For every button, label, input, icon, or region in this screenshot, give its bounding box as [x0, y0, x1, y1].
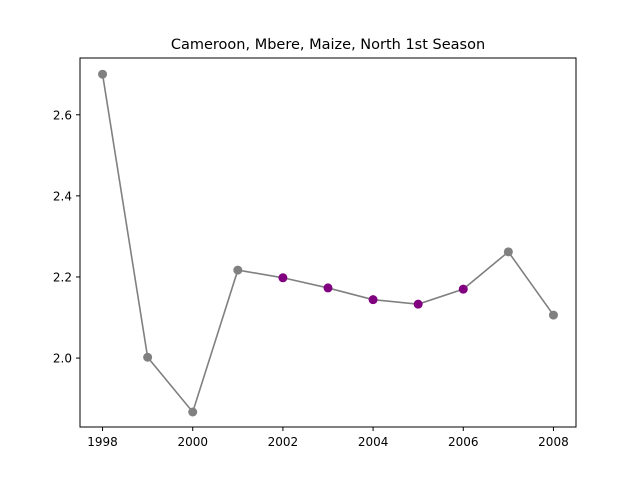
plot-area-frame [79, 57, 577, 428]
x-tick-label: 2004 [358, 435, 389, 449]
highlighted-data-point [278, 273, 288, 283]
highlighted-data-point [368, 295, 378, 305]
chart-title: Cameroon, Mbere, Maize, North 1st Season [171, 37, 485, 53]
data-point [143, 352, 153, 362]
x-tick-label: 2000 [177, 435, 208, 449]
y-tick-label: 2.0 [53, 352, 72, 366]
x-tick-label: 2006 [448, 435, 479, 449]
y-tick-label: 2.2 [53, 270, 72, 284]
data-point [98, 69, 108, 79]
x-tick-label: 2002 [268, 435, 299, 449]
data-point [188, 407, 198, 417]
highlighted-data-point [458, 284, 468, 294]
x-tick-label: 2008 [538, 435, 569, 449]
data-point [233, 265, 243, 275]
highlighted-data-point [413, 299, 423, 309]
series-line [101, 74, 555, 414]
highlighted-data-point [323, 283, 333, 293]
x-tick-label: 1998 [87, 435, 118, 449]
data-point [503, 247, 513, 257]
y-tick-label: 2.6 [53, 108, 72, 122]
y-tick-label: 2.4 [53, 189, 72, 203]
data-point [548, 310, 558, 320]
